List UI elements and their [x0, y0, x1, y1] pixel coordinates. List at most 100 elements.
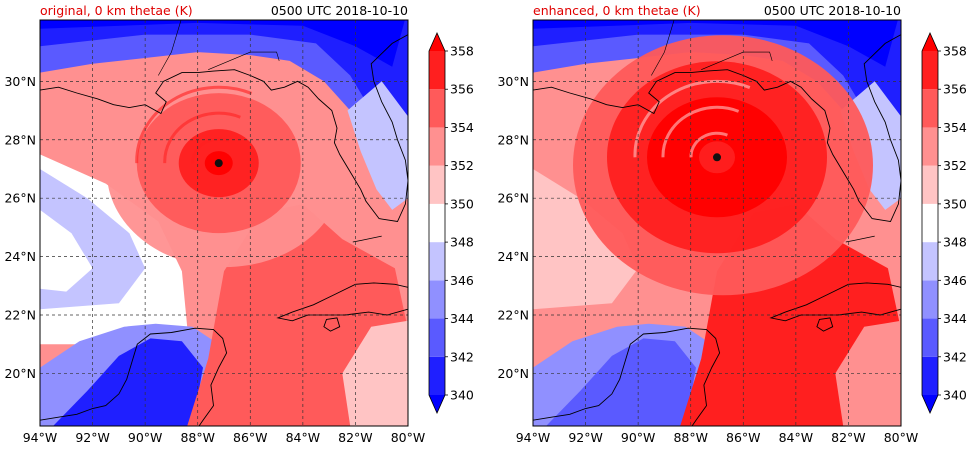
- spiral-band: [135, 85, 253, 164]
- colorbar: 340 342 344 346 348 350 352 354 356 358: [428, 32, 474, 414]
- colorbar-tick-label: 354: [450, 120, 474, 135]
- colorbar-segment: [429, 242, 445, 281]
- colorbar-segment: [922, 242, 938, 281]
- colorbar-over-arrow: [922, 33, 938, 51]
- colorbar-segment: [429, 280, 445, 319]
- lat-tick-label: 20°N: [4, 366, 36, 381]
- map-panel-original: original, 0 km thetae (K) 0500 UTC 2018-…: [4, 3, 473, 445]
- colorbar-tick-label: 342: [450, 349, 474, 364]
- map-frame: [532, 19, 902, 427]
- field-florida: [347, 81, 408, 210]
- colorbar-tick-label: 356: [943, 82, 967, 97]
- colorbar: 340 342 344 346 348 350 352 354 356 358: [921, 32, 967, 414]
- spiral-band: [163, 111, 241, 164]
- map-area: [40, 20, 408, 426]
- spiral-band: [191, 137, 230, 164]
- field-southeast: [835, 320, 901, 426]
- lat-tick-label: 26°N: [4, 191, 36, 206]
- colorbar-tick-label: 348: [450, 235, 474, 250]
- state-border: [158, 20, 182, 76]
- panel-title-time: 0500 UTC 2018-10-10: [764, 3, 901, 18]
- colorbar-segment: [429, 203, 445, 243]
- florida-keys: [352, 235, 382, 243]
- lat-tick-label: 28°N: [4, 132, 36, 147]
- colorbar-tick-label: 344: [943, 311, 967, 326]
- isla-juventud-coast: [816, 317, 834, 332]
- thetae-field: [40, 20, 408, 426]
- lon-tick-label: 80°W: [884, 430, 919, 445]
- lat-tick-label: 22°N: [4, 308, 36, 323]
- colorbar-segment: [429, 356, 445, 395]
- field-land-north-min: [40, 20, 405, 67]
- lon-tick-label: 82°W: [831, 430, 866, 445]
- lon-tick-label: 92°W: [75, 430, 110, 445]
- spiral-band: [633, 79, 751, 158]
- lat-tick-label: 24°N: [4, 249, 36, 264]
- graticule: [533, 20, 901, 426]
- hurricane-eye-marker: [214, 159, 223, 168]
- state-border: [651, 20, 675, 76]
- colorbar-segment: [922, 89, 938, 128]
- lat-tick-label: 24°N: [497, 249, 529, 264]
- map-area: [533, 20, 901, 426]
- us-coast: [533, 20, 901, 222]
- lon-tick-label: 92°W: [568, 430, 603, 445]
- florida-keys: [845, 235, 875, 243]
- colorbar-segment: [922, 165, 938, 204]
- colorbar-segment: [429, 318, 445, 357]
- colorbar-segment: [922, 356, 938, 395]
- colorbar-segment: [429, 89, 445, 128]
- lat-tick-label: 20°N: [497, 366, 529, 381]
- graticule: [40, 20, 408, 426]
- colorbar-tick-label: 348: [943, 235, 967, 250]
- field-yucatan-core: [53, 338, 203, 426]
- colorbar-tick-label: 342: [943, 349, 967, 364]
- lat-tick-labels: 20°N 22°N 24°N 26°N 28°N 30°N: [4, 74, 36, 381]
- lon-tick-labels: 94°W 92°W 90°W 88°W 86°W 84°W 82°W 80°W: [516, 430, 919, 445]
- colorbar-segment: [922, 203, 938, 243]
- isla-juventud-coast: [323, 317, 341, 332]
- lon-tick-label: 94°W: [23, 430, 58, 445]
- colorbar-under-arrow: [922, 395, 938, 413]
- lon-tick-label: 84°W: [779, 430, 814, 445]
- lon-tick-label: 84°W: [286, 430, 321, 445]
- lon-tick-label: 90°W: [128, 430, 163, 445]
- lat-tick-label: 22°N: [497, 308, 529, 323]
- lat-tick-labels: 20°N 22°N 24°N 26°N 28°N 30°N: [497, 74, 529, 381]
- map-frame: [39, 19, 409, 427]
- state-border: [208, 51, 280, 70]
- field-land-north-min: [533, 20, 898, 67]
- colorbar-tick-label: 350: [943, 196, 967, 211]
- colorbar-tick-label: 346: [450, 273, 474, 288]
- colorbar-tick-label: 352: [450, 158, 474, 173]
- colorbar-under-arrow: [429, 395, 445, 413]
- thetae-field: [533, 20, 901, 426]
- colorbar-tick-label: 354: [943, 120, 967, 135]
- field-band-west-inner: [533, 169, 639, 310]
- colorbar-segment: [922, 280, 938, 319]
- map-panel-enhanced: enhanced, 0 km thetae (K) 0500 UTC 2018-…: [497, 3, 966, 445]
- field-land-north: [40, 20, 408, 184]
- colorbar-tick-label: 346: [943, 273, 967, 288]
- colorbar-tick-label: 350: [450, 196, 474, 211]
- lat-tick-label: 30°N: [497, 74, 529, 89]
- panel-title-time: 0500 UTC 2018-10-10: [271, 3, 408, 18]
- lon-tick-label: 82°W: [338, 430, 373, 445]
- state-border: [701, 51, 773, 70]
- colorbar-segment: [429, 165, 445, 204]
- panel-title-left: enhanced, 0 km thetae (K): [533, 3, 701, 18]
- colorbar-segment: [429, 127, 445, 166]
- us-coast: [40, 20, 408, 222]
- coastlines: [533, 20, 901, 426]
- colorbar-segment: [429, 51, 445, 90]
- panel-title-left: original, 0 km thetae (K): [40, 3, 193, 18]
- lon-tick-label: 94°W: [516, 430, 551, 445]
- lon-tick-label: 88°W: [673, 430, 708, 445]
- colorbar-tick-label: 356: [450, 82, 474, 97]
- lon-tick-label: 86°W: [233, 430, 268, 445]
- colorbar-tick-label: 340: [450, 388, 474, 403]
- lon-tick-label: 88°W: [180, 430, 215, 445]
- colorbar-tick-label: 344: [450, 311, 474, 326]
- colorbar-over-arrow: [429, 33, 445, 51]
